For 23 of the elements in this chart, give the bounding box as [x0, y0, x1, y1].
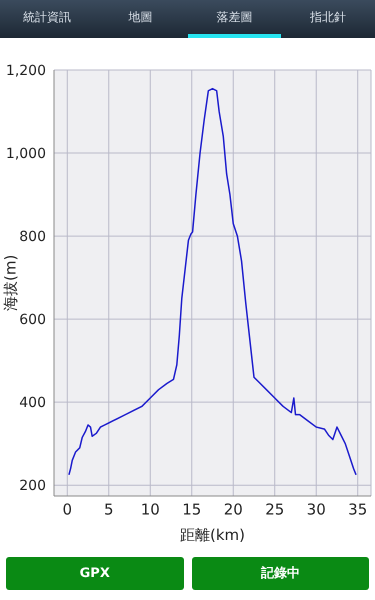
- line-series: [68, 88, 357, 476]
- text: 地圖: [128, 9, 154, 26]
- y-tick-label: 400: [19, 395, 46, 412]
- x-tick-label: 10: [140, 500, 160, 519]
- y-tick-label: 200: [19, 478, 46, 494]
- x-tick-label: 0: [62, 500, 72, 519]
- text: 指北針: [309, 9, 348, 26]
- x-tick-label: 25: [265, 500, 284, 519]
- x-tick-label: 15: [182, 500, 202, 519]
- x-tick-label: 35: [348, 500, 368, 519]
- text: 落差圖: [215, 9, 254, 26]
- y-axis-title: 海拔(m): [1, 254, 20, 311]
- y-tick-label: 1,200: [6, 62, 46, 79]
- x-axis-title: 距離(km): [180, 526, 246, 544]
- text: GPX: [6, 557, 184, 590]
- y-tick-label: 600: [19, 312, 46, 328]
- text: 記錄中: [192, 557, 369, 590]
- text: 統計資訊: [22, 9, 72, 26]
- y-tick-label: 800: [19, 229, 46, 246]
- x-tick-label: 30: [306, 500, 326, 519]
- y-tick-label: 1,000: [6, 146, 46, 162]
- x-tick-label: 20: [224, 500, 243, 519]
- x-tick-label: 5: [104, 500, 114, 519]
